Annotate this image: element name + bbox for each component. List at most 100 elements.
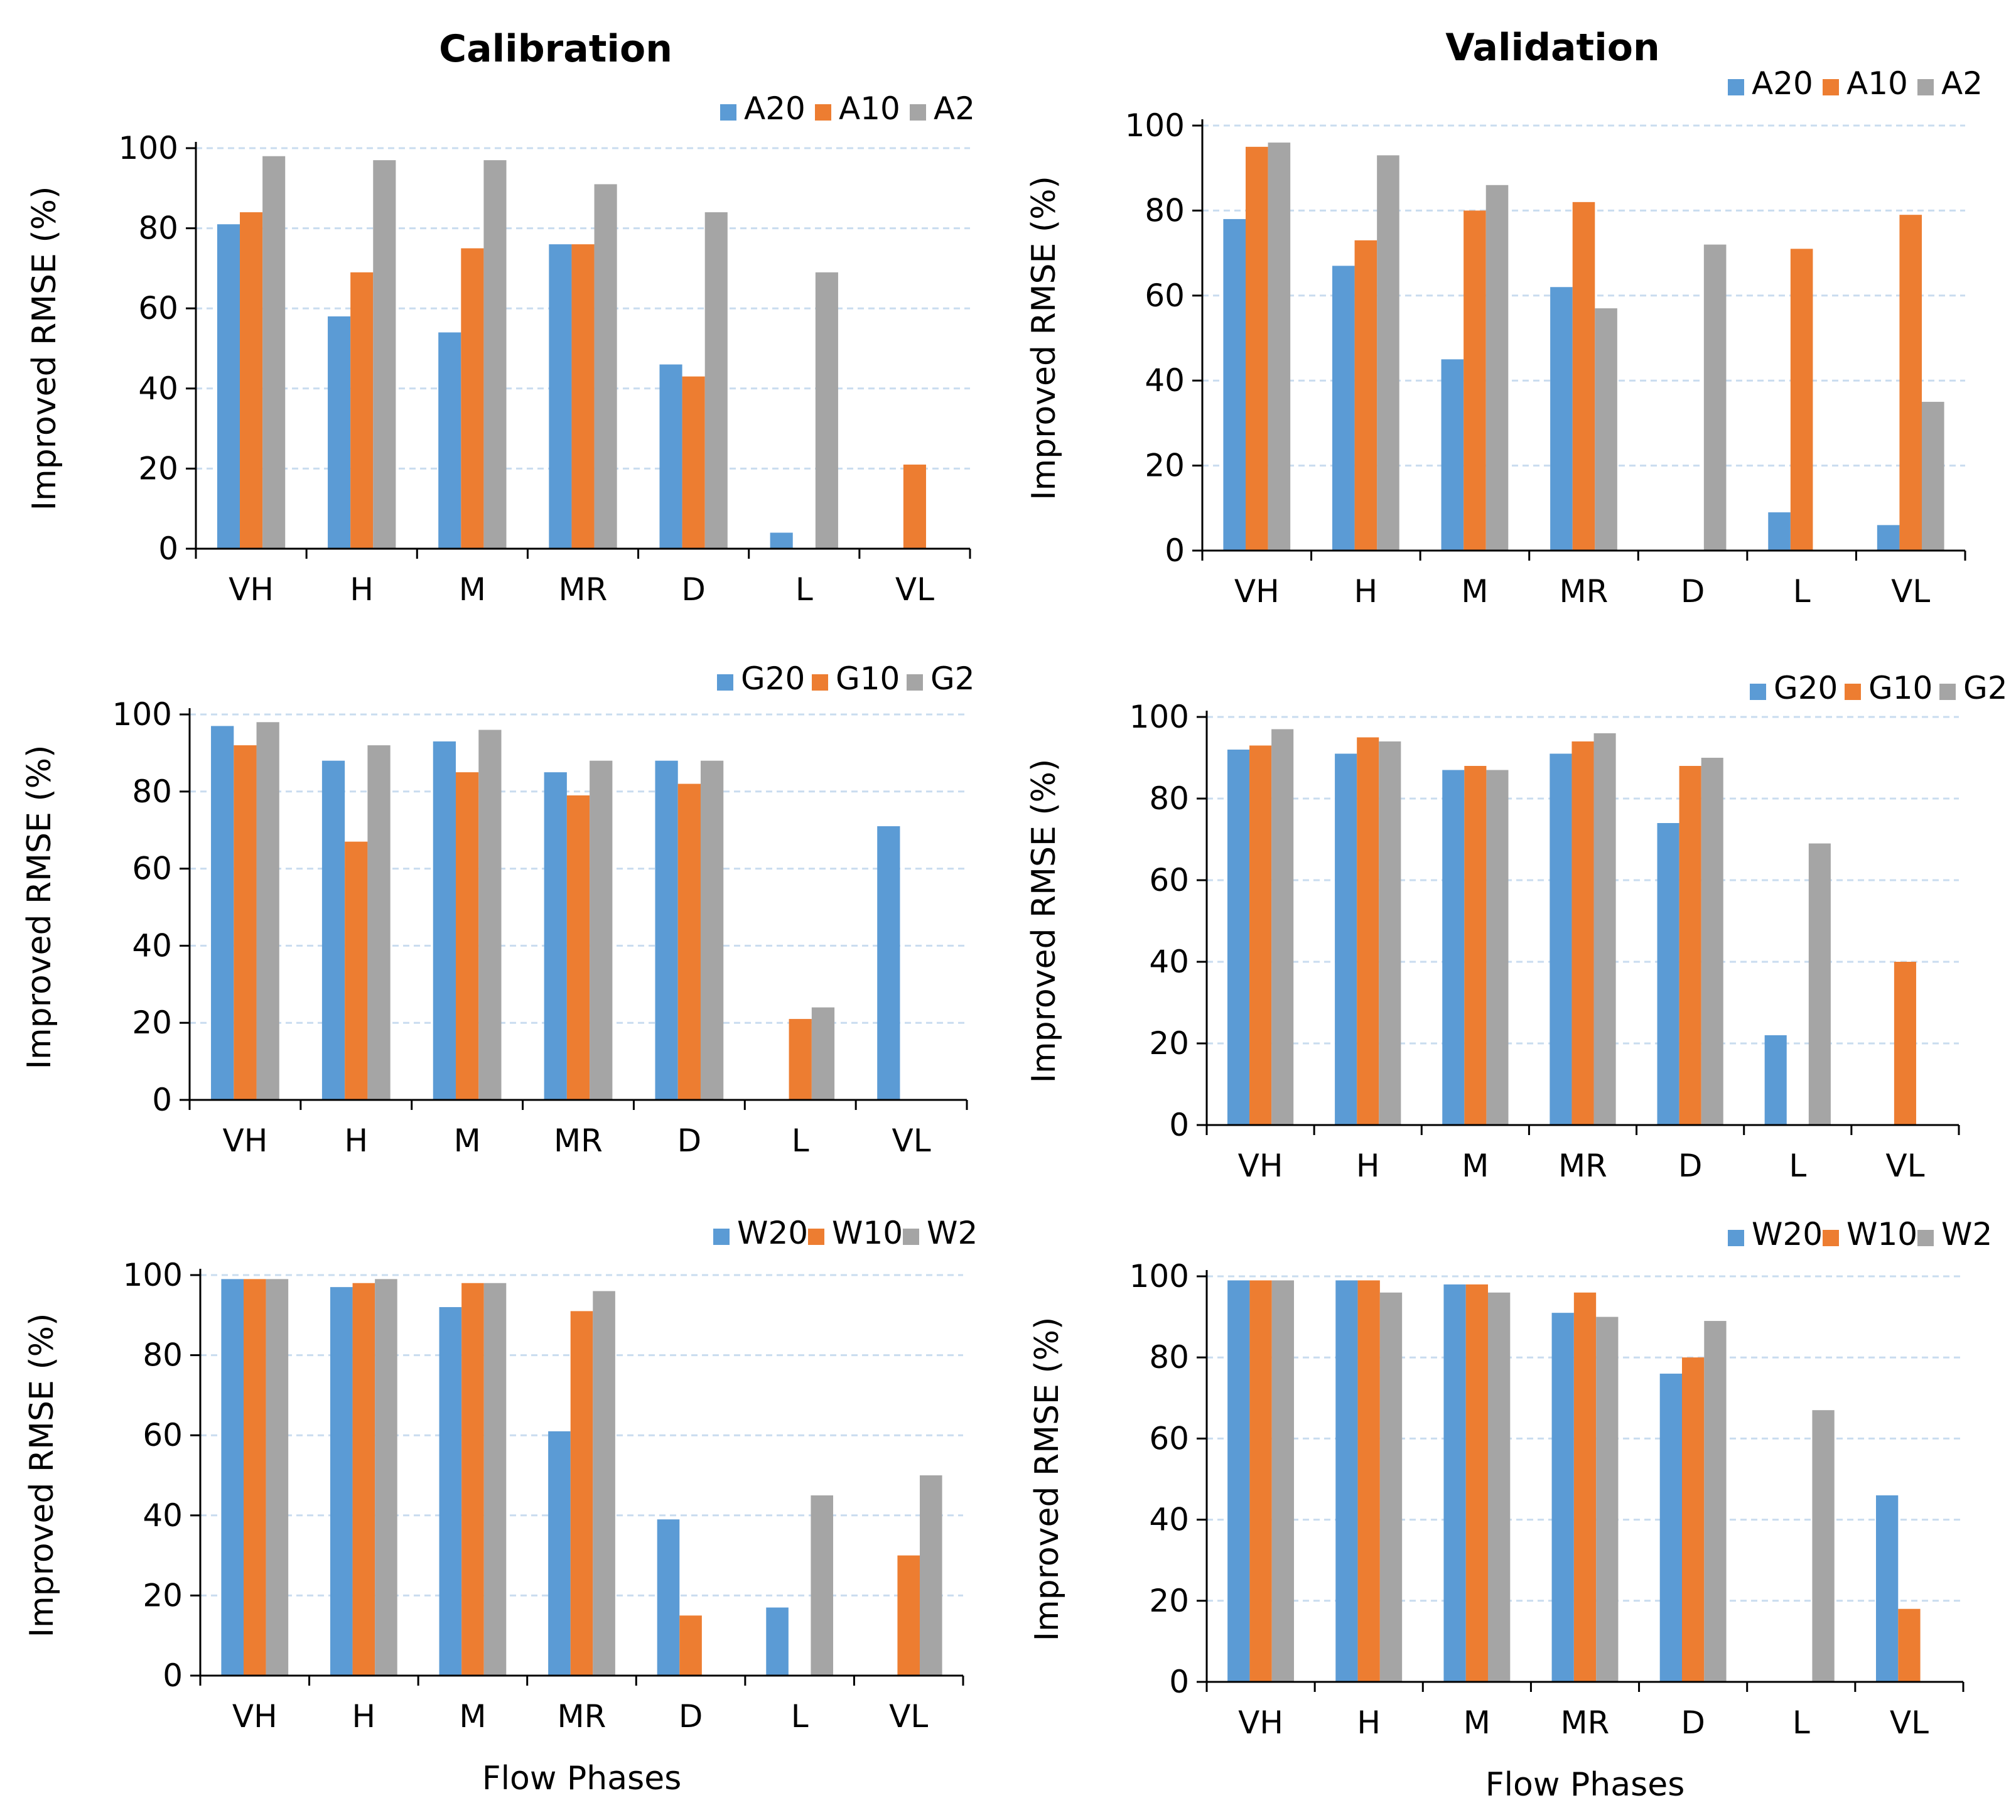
legend-swatch <box>1728 1230 1744 1246</box>
bar-w20-mr <box>548 1431 571 1676</box>
bar-a2-d <box>704 212 728 549</box>
bar-g10-d <box>677 783 701 1100</box>
y-axis-label: Improved RMSE (%) <box>26 186 63 511</box>
bar-a20-h <box>1332 266 1355 551</box>
x-tick-label: M <box>1462 1148 1489 1184</box>
bar-a20-vh <box>1223 218 1246 551</box>
bar-g10-l <box>789 1019 812 1100</box>
bar-a2-h <box>1377 155 1399 551</box>
bar-g2-mr <box>590 760 613 1100</box>
x-tick-label: MR <box>558 1698 606 1735</box>
y-tick-label: 100 <box>1125 107 1185 144</box>
legend-swatch <box>1823 1230 1839 1246</box>
column-title-validation: Validation <box>1445 26 1659 70</box>
bar-a2-d <box>1703 244 1727 551</box>
x-tick-label: MR <box>554 1123 603 1159</box>
y-tick-label: 60 <box>138 290 178 326</box>
bar-a10-h <box>350 272 374 549</box>
chart-panel-3: 0 20 40 60 80 100 VH H M MR D L VL Improved RMSE (%) G… <box>21 660 975 1159</box>
legend-label: G20 <box>741 660 805 697</box>
x-tick-label: VL <box>1890 1704 1929 1741</box>
legend-swatch <box>717 674 733 691</box>
bar-g20-l <box>1764 1035 1787 1125</box>
legend-swatch <box>1750 684 1766 700</box>
x-tick-label: MR <box>1561 1704 1610 1741</box>
bar-w20-d <box>657 1519 680 1676</box>
bar-w2-vh <box>266 1279 289 1676</box>
chart-panel-5: 0 20 40 60 80 100 VH H M MR D L VL Improved RMSE (%) F… <box>23 1215 978 1797</box>
x-tick-label: VH <box>1234 573 1280 610</box>
x-tick-label: VL <box>1885 1148 1924 1184</box>
bar-w2-h <box>1379 1292 1403 1682</box>
bar-a10-l <box>1790 249 1813 551</box>
bar-g20-m <box>433 741 456 1100</box>
bar-g10-h <box>1357 737 1379 1125</box>
bar-g10-vh <box>1249 745 1272 1125</box>
y-tick-label: 100 <box>123 1257 183 1293</box>
bar-a10-d <box>682 376 705 549</box>
y-tick-label: 20 <box>1145 448 1185 484</box>
y-tick-label: 40 <box>138 370 178 407</box>
legend-label: G20 <box>1774 670 1838 706</box>
y-tick-label: 20 <box>143 1577 183 1613</box>
x-tick-label: MR <box>1560 573 1609 610</box>
legend-label: A10 <box>839 90 900 127</box>
y-tick-label: 0 <box>1169 1664 1189 1700</box>
bar-g20-vh <box>211 726 234 1100</box>
bar-g20-vl <box>877 826 900 1100</box>
bar-a10-m <box>1463 210 1486 551</box>
legend-swatch <box>910 104 926 121</box>
legend: A20 A10 A2 <box>720 90 975 127</box>
y-tick-label: 40 <box>143 1497 183 1534</box>
y-tick-label: 80 <box>1149 1339 1189 1376</box>
legend-label: G10 <box>1868 670 1932 706</box>
x-tick-label: VH <box>1238 1148 1283 1184</box>
bar-a10-m <box>461 248 484 549</box>
x-tick-label: VH <box>232 1698 278 1735</box>
bar-a10-vh <box>240 212 263 549</box>
legend-label: W20 <box>737 1215 808 1251</box>
bar-g2-h <box>1379 741 1401 1125</box>
bar-a10-mr <box>571 244 595 549</box>
y-tick-label: 0 <box>1165 532 1185 569</box>
y-tick-label: 20 <box>1149 1025 1189 1062</box>
bar-w20-mr <box>1551 1313 1574 1682</box>
y-tick-label: 100 <box>1129 1258 1189 1295</box>
legend-swatch <box>815 104 831 121</box>
bar-w2-mr <box>1596 1317 1619 1682</box>
bar-g20-mr <box>544 772 567 1100</box>
bar-w2-vl <box>920 1475 942 1676</box>
legend-label: A2 <box>1941 65 1983 102</box>
y-tick-label: 40 <box>132 927 172 964</box>
y-tick-label: 60 <box>132 851 172 887</box>
bar-g2-vh <box>256 722 279 1100</box>
bar-g10-mr <box>1571 741 1594 1125</box>
x-tick-label: VL <box>892 1123 931 1159</box>
y-tick-label: 0 <box>1169 1107 1189 1143</box>
bar-g10-h <box>345 841 368 1100</box>
legend-label: W2 <box>927 1215 978 1251</box>
y-tick-label: 0 <box>163 1657 183 1694</box>
y-tick-label: 20 <box>1149 1583 1189 1619</box>
y-tick-label: 0 <box>152 1082 172 1118</box>
y-tick-label: 0 <box>158 530 178 567</box>
bar-w10-mr <box>1573 1292 1597 1682</box>
bar-a20-l <box>770 532 793 549</box>
chart-panel-4: 0 20 40 60 80 100 VH H M MR D L VL Improved RMSE (%) G… <box>1025 670 2008 1184</box>
bar-a2-m <box>1485 185 1509 551</box>
bar-a20-d <box>659 364 682 549</box>
x-tick-label: D <box>1681 573 1705 610</box>
y-tick-label: 60 <box>143 1417 183 1453</box>
bar-a2-vh <box>262 156 286 549</box>
x-tick-label: H <box>1357 1704 1381 1741</box>
legend-label: W20 <box>1752 1216 1823 1252</box>
legend-label: W2 <box>1941 1216 1992 1252</box>
y-tick-label: 100 <box>1129 699 1189 735</box>
bar-w2-l <box>811 1495 834 1676</box>
legend-swatch <box>808 1229 824 1245</box>
bar-g10-vl <box>1894 962 1916 1125</box>
bar-w10-h <box>352 1283 375 1676</box>
bar-a20-mr <box>549 244 572 549</box>
bar-w10-m <box>1465 1284 1489 1682</box>
